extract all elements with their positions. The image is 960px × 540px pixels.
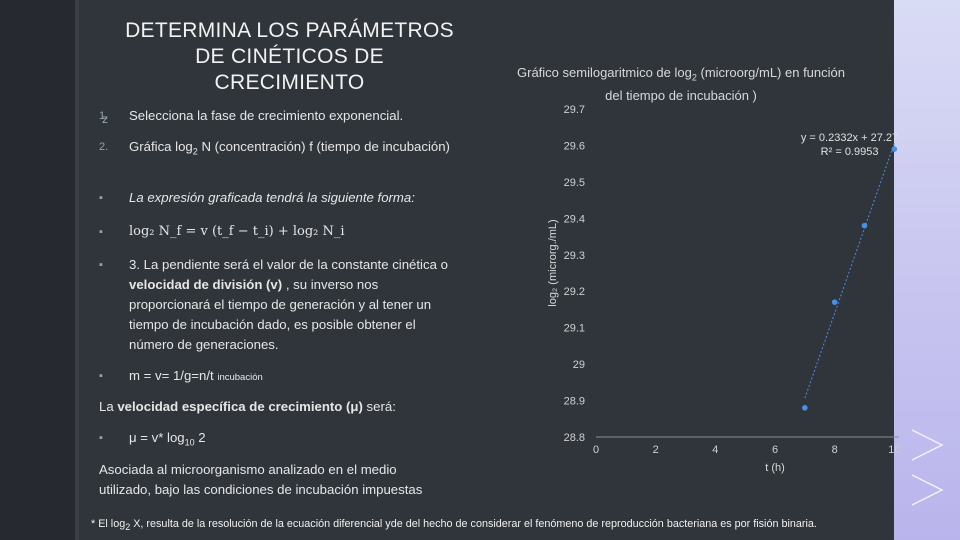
semilog-chart: Gráfico semilogaritmico de log2 (microor… bbox=[499, 60, 899, 480]
x-tick-label: 8 bbox=[832, 444, 838, 456]
mu-formula: μ = v* log10 2 bbox=[129, 430, 206, 448]
assoc-text: Asociada al microorganismo analizado en … bbox=[99, 462, 423, 497]
list-item-text: Gráfica log2 N (concentración) f (tiempo… bbox=[129, 139, 450, 157]
x-tick-label: 4 bbox=[712, 444, 718, 456]
list-bullet: ▪ bbox=[99, 432, 103, 444]
data-point bbox=[802, 405, 808, 411]
list-item-text: Selecciona la fase de crecimiento expone… bbox=[129, 108, 404, 123]
x-tick-label: 0 bbox=[593, 444, 599, 456]
y-tick-label: 29.3 bbox=[564, 250, 585, 262]
x-tick-label: 10 bbox=[888, 444, 899, 456]
list-item-text: 3. La pendiente será el valor de la cons… bbox=[129, 257, 448, 352]
data-point bbox=[891, 146, 898, 152]
chart-plot: 28.8 28.9 29 29.1 29.2 29.3 29.4 29.5 29.6 29.7 0… bbox=[547, 104, 899, 474]
left-decor-band bbox=[0, 0, 75, 540]
r-squared: R² = 0.9953 bbox=[821, 146, 879, 158]
list-bullet: ▪ bbox=[99, 226, 103, 238]
list-item-text: La expresión graficada tendrá la siguien… bbox=[129, 190, 415, 205]
trend-equation: y = 0.2332x + 27.274 bbox=[801, 132, 899, 144]
title-line-3: CRECIMIENTO bbox=[214, 71, 365, 94]
list-bullet: ▪ bbox=[99, 370, 103, 382]
title-line-1: DETERMINA LOS PARÁMETROS bbox=[125, 19, 454, 42]
data-point bbox=[831, 299, 838, 305]
slide-title: DETERMINA LOS PARÁMETROS DE CINÉTICOS DE… bbox=[97, 18, 482, 96]
left-decor-stripe bbox=[75, 0, 79, 540]
x-tick-label: 2 bbox=[653, 444, 659, 456]
y-tick-label: 29 bbox=[573, 359, 585, 371]
x-tick-label: 6 bbox=[772, 444, 778, 456]
footnote: * El log2 X, resulta de la resolución de… bbox=[91, 518, 817, 533]
list-bullet: 2. bbox=[99, 141, 109, 153]
y-tick-label: 29.4 bbox=[564, 213, 585, 225]
y-tick-label: 28.8 bbox=[564, 432, 585, 444]
y-tick-label: 28.9 bbox=[564, 396, 585, 408]
list-bullet: ▪ bbox=[99, 192, 103, 204]
y-axis-label: log₂ (microrg./mL) bbox=[547, 219, 559, 306]
chart-title: Gráfico semilogaritmico de log2 (microor… bbox=[517, 65, 845, 103]
formula: log₂ N_f = v (t_f − t_i) + log₂ N_i bbox=[129, 224, 345, 239]
y-tick-label: 29.5 bbox=[564, 177, 585, 189]
y-tick-label: 29.6 bbox=[564, 140, 585, 152]
specific-rate-text: La velocidad específica de crecimiento (… bbox=[99, 399, 396, 414]
list-item-text: m = v= 1/g=n/t incubación bbox=[129, 368, 263, 383]
right-decor-band bbox=[894, 0, 960, 540]
list-bullet: 1. bbox=[99, 110, 109, 122]
slide: DETERMINA LOS PARÁMETROS DE CINÉTICOS DE… bbox=[79, 0, 899, 540]
y-tick-label: 29.7 bbox=[564, 104, 585, 116]
y-tick-label: 29.2 bbox=[564, 286, 585, 298]
data-point bbox=[861, 222, 868, 229]
trendline bbox=[804, 143, 895, 399]
chevron-decor-icon bbox=[911, 429, 944, 506]
y-tick-label: 29.1 bbox=[564, 323, 585, 335]
list-bullet: ▪ bbox=[99, 259, 103, 271]
z-logo-icon: z bbox=[102, 112, 108, 126]
x-axis-label: t (h) bbox=[765, 462, 785, 474]
title-line-2: DE CINÉTICOS DE bbox=[195, 45, 384, 68]
